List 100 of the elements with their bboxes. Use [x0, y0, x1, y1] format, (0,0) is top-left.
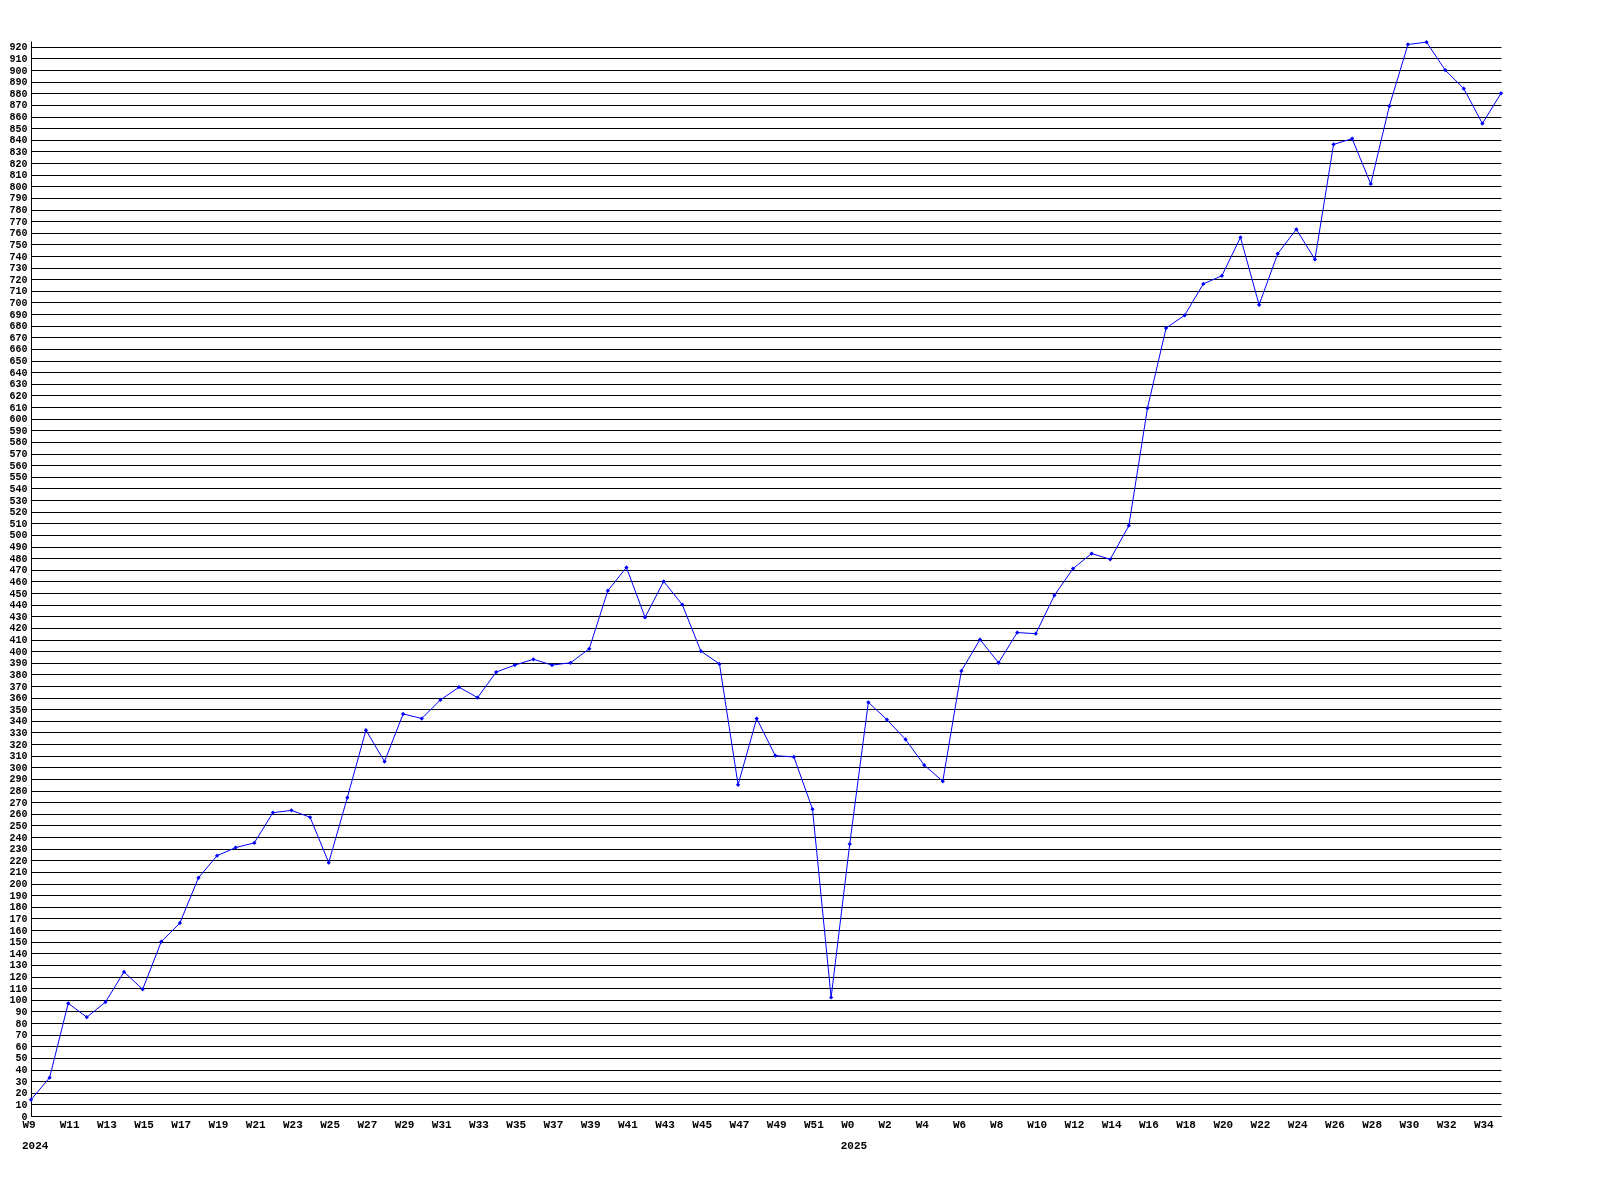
x-tick-label: W11: [59, 1118, 80, 1131]
y-tick-label: 690: [9, 309, 28, 321]
y-tick-label: 100: [9, 995, 28, 1007]
x-tick-label: W10: [1027, 1118, 1048, 1131]
y-tick-label: 710: [9, 286, 28, 298]
y-tick-label: 650: [9, 356, 28, 368]
y-tick-label: 410: [9, 635, 28, 647]
y-tick-label: 70: [15, 1030, 28, 1042]
y-tick-label: 760: [9, 228, 28, 240]
x-tick-label: W35: [506, 1118, 527, 1131]
x-tick-label: W51: [804, 1118, 825, 1131]
y-tick-label: 120: [9, 972, 28, 984]
y-tick-label: 40: [15, 1065, 28, 1077]
x-tick-label: W4: [915, 1118, 930, 1131]
x-tick-label: W2: [878, 1118, 892, 1131]
y-tick-label: 620: [9, 390, 28, 402]
y-tick-label: 20: [15, 1088, 28, 1100]
y-tick-label: 190: [9, 890, 28, 902]
y-tick-label: 600: [9, 414, 28, 426]
y-tick-label: 810: [9, 170, 28, 182]
y-tick-label: 250: [9, 820, 28, 832]
y-tick-label: 480: [9, 553, 28, 565]
x-tick-label: W24: [1287, 1118, 1309, 1131]
y-tick-label: 270: [9, 797, 28, 809]
x-tick-label: W25: [320, 1118, 341, 1131]
x-tick-label: W22: [1250, 1118, 1271, 1131]
y-tick-label: 630: [9, 379, 28, 391]
x-tick-label: W12: [1064, 1118, 1085, 1131]
y-tick-label: 850: [9, 123, 28, 135]
y-tick-label: 150: [9, 937, 28, 949]
y-tick-label: 10: [15, 1099, 28, 1111]
y-tick-label: 460: [9, 576, 28, 588]
y-tick-label: 430: [9, 611, 28, 623]
y-tick-label: 720: [9, 274, 28, 286]
y-tick-label: 920: [9, 42, 28, 54]
y-tick-label: 580: [9, 437, 28, 449]
y-tick-label: 500: [9, 530, 28, 542]
y-tick-label: 610: [9, 402, 28, 414]
x-tick-label: W39: [580, 1118, 601, 1131]
y-tick-label: 50: [15, 1053, 28, 1065]
y-tick-label: 300: [9, 762, 28, 774]
x-tick-label: W20: [1213, 1118, 1234, 1131]
x-tick-label: W49: [766, 1118, 787, 1131]
x-tick-label: W19: [208, 1118, 229, 1131]
x-tick-label: W8: [990, 1118, 1004, 1131]
y-tick-label: 890: [9, 77, 28, 89]
y-tick-label: 400: [9, 646, 28, 658]
y-tick-label: 900: [9, 65, 28, 77]
y-tick-label: 160: [9, 925, 28, 937]
y-tick-label: 30: [15, 1076, 28, 1088]
y-tick-label: 210: [9, 867, 28, 879]
y-tick-label: 370: [9, 681, 28, 693]
y-tick-label: 740: [9, 251, 28, 263]
y-tick-label: 180: [9, 902, 28, 914]
x-tick-label: W31: [431, 1118, 453, 1131]
y-tick-label: 330: [9, 727, 28, 739]
x-tick-label: W17: [171, 1118, 192, 1131]
x-tick-label: W23: [283, 1118, 304, 1131]
y-tick-label: 280: [9, 786, 28, 798]
y-tick-label: 510: [9, 518, 28, 530]
y-tick-label: 110: [9, 983, 28, 995]
y-tick-label: 260: [9, 809, 28, 821]
y-tick-label: 680: [9, 321, 28, 333]
y-tick-label: 310: [9, 751, 28, 763]
x-tick-label: W47: [729, 1118, 750, 1131]
text: 2025: [840, 1140, 868, 1152]
y-tick-label: 590: [9, 425, 28, 437]
y-tick-label: 320: [9, 739, 28, 751]
x-tick-label: W21: [245, 1118, 266, 1131]
y-tick-label: 220: [9, 855, 28, 867]
x-tick-label: W15: [134, 1118, 155, 1131]
x-tick-label: W18: [1176, 1118, 1197, 1131]
y-tick-label: 140: [9, 948, 28, 960]
y-tick-label: 550: [9, 472, 28, 484]
y-tick-label: 390: [9, 658, 28, 670]
y-tick-label: 750: [9, 239, 28, 251]
y-tick-label: 60: [15, 1041, 28, 1053]
x-tick-label: W16: [1138, 1118, 1159, 1131]
y-tick-label: 910: [9, 53, 28, 65]
x-tick-label: W45: [692, 1118, 713, 1131]
y-tick-label: 170: [9, 913, 28, 925]
y-tick-label: 490: [9, 542, 28, 554]
y-tick-label: 820: [9, 158, 28, 170]
y-tick-label: 200: [9, 879, 28, 891]
x-tick-label: W41: [617, 1118, 639, 1131]
y-tick-label: 790: [9, 193, 28, 205]
x-tick-label: W43: [655, 1118, 676, 1131]
y-tick-label: 290: [9, 774, 28, 786]
x-tick-label: W0: [841, 1118, 855, 1131]
x-tick-label: W34: [1473, 1118, 1495, 1131]
x-tick-label: W28: [1362, 1118, 1383, 1131]
y-tick-label: 360: [9, 693, 28, 705]
y-tick-label: 780: [9, 205, 28, 217]
x-tick-label: W32: [1436, 1118, 1457, 1131]
y-tick-label: 230: [9, 844, 28, 856]
y-tick-label: 420: [9, 623, 28, 635]
y-tick-label: 530: [9, 495, 28, 507]
x-tick-label: W37: [543, 1118, 564, 1131]
y-tick-label: 660: [9, 344, 28, 356]
y-tick-label: 880: [9, 88, 28, 100]
